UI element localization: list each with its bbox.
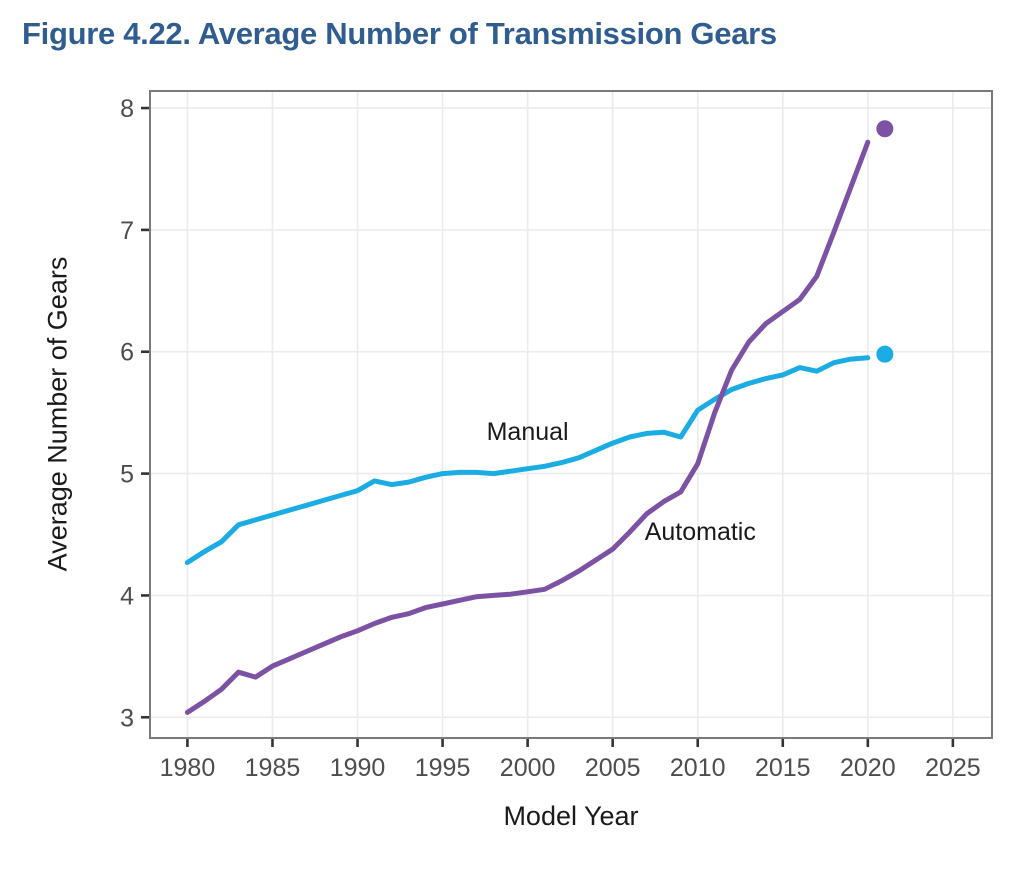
manual-endpoint-dot bbox=[876, 345, 894, 363]
automatic-line bbox=[184, 139, 871, 715]
x-tick-label: 2010 bbox=[670, 754, 726, 782]
x-tick-label: 2005 bbox=[585, 754, 641, 782]
y-tick-label: 8 bbox=[120, 95, 134, 123]
x-tick-label: 1990 bbox=[330, 754, 386, 782]
x-tick-label: 1995 bbox=[415, 754, 471, 782]
plot-border bbox=[149, 90, 993, 739]
automatic-endpoint-dot bbox=[876, 120, 894, 138]
y-tick-label: 4 bbox=[120, 582, 134, 610]
y-tick-label: 7 bbox=[120, 217, 134, 245]
y-tick-label: 6 bbox=[120, 339, 134, 367]
x-tick-label: 1985 bbox=[245, 754, 301, 782]
manual-line bbox=[184, 355, 871, 565]
x-tick-label: 2000 bbox=[500, 754, 556, 782]
x-tick-label: 2025 bbox=[925, 754, 981, 782]
manual-series-label: Manual bbox=[487, 418, 569, 446]
x-tick-label: 1980 bbox=[160, 754, 216, 782]
x-tick-label: 2020 bbox=[840, 754, 896, 782]
automatic-series-label: Automatic bbox=[645, 518, 756, 546]
x-tick-label: 2015 bbox=[755, 754, 811, 782]
y-tick-label: 3 bbox=[120, 704, 134, 732]
figure-title: Figure 4.22. Average Number of Transmiss… bbox=[22, 16, 777, 51]
y-axis-title: Average Number of Gears bbox=[42, 256, 73, 572]
x-axis-title: Model Year bbox=[503, 801, 639, 831]
y-tick-label: 5 bbox=[120, 461, 134, 489]
